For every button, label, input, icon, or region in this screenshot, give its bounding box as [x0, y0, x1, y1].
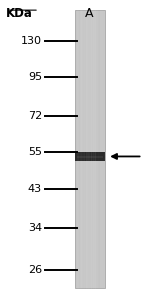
Bar [75, 152, 105, 161]
Text: 130: 130 [21, 36, 42, 46]
Text: KDa: KDa [6, 7, 33, 21]
Text: 55: 55 [28, 147, 42, 157]
Bar [76, 156, 103, 158]
Text: 34: 34 [28, 223, 42, 233]
Text: 26: 26 [28, 265, 42, 275]
Text: 43: 43 [28, 184, 42, 194]
Text: 72: 72 [28, 111, 42, 121]
Text: A: A [85, 7, 93, 21]
Text: 95: 95 [28, 72, 42, 83]
Bar [75, 10, 105, 288]
